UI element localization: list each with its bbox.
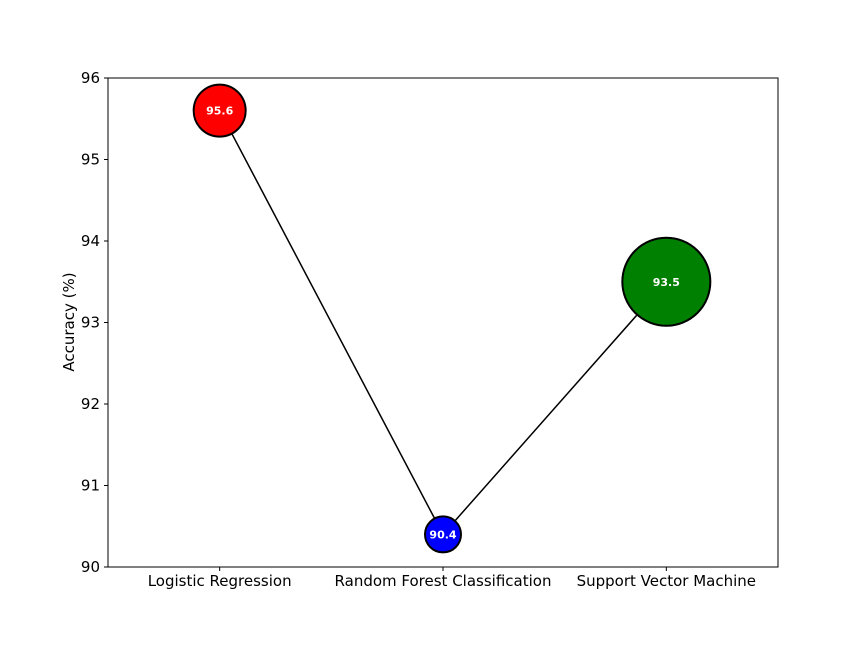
y-tick-label-5: 95	[81, 151, 100, 169]
x-tick-label-2: Support Vector Machine	[577, 572, 756, 590]
y-tick-label-0: 90	[81, 558, 100, 576]
x-tick-label-0: Logistic Regression	[148, 572, 292, 590]
y-tick-label-2: 92	[81, 395, 100, 413]
plot-layer: 90 91 92 93 94 95 96 Logistic Regression Random …	[81, 69, 779, 590]
x-tick-label-1: Random Forest Classification	[335, 572, 552, 590]
data-label-2: 93.5	[653, 276, 680, 289]
y-tick-label-3: 93	[81, 314, 100, 332]
data-label-0: 95.6	[206, 105, 233, 118]
data-point-0	[192, 83, 247, 138]
data-label-1: 90.4	[429, 528, 456, 541]
data-point-2	[621, 236, 712, 327]
y-axis-title: Accuracy (%)	[60, 272, 78, 371]
y-tick-label-4: 94	[81, 232, 100, 250]
y-tick-label-6: 96	[81, 69, 100, 87]
y-tick-label-1: 91	[81, 477, 100, 495]
series-line	[219, 110, 667, 536]
data-point-1	[424, 515, 462, 554]
